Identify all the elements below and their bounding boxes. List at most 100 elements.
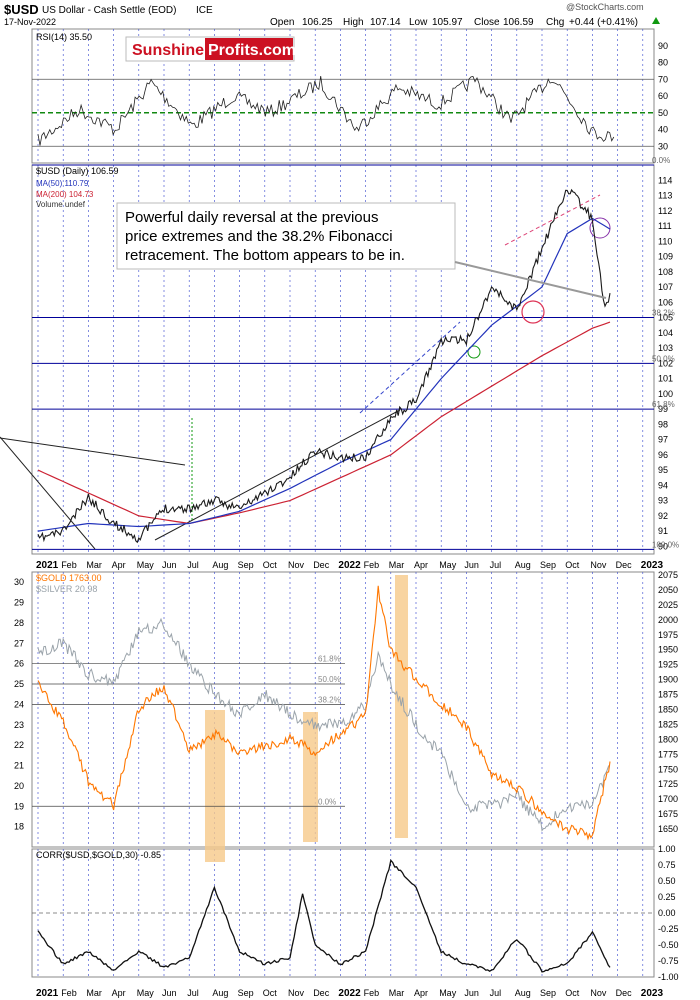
x-tick-label-lower: 2022: [338, 988, 361, 999]
logo-part1: Sunshine: [132, 42, 204, 59]
price-y-tick: 93: [658, 496, 668, 506]
x-tick-label-upper: Mar: [86, 560, 102, 570]
silver-y-tick: 22: [14, 740, 24, 750]
x-tick-label-upper: 2022: [338, 560, 361, 571]
open-label: Open: [270, 17, 294, 28]
rsi-y-tick: 70: [658, 74, 668, 84]
price-y-tick: 94: [658, 480, 668, 490]
x-tick-label-lower: Aug: [515, 988, 531, 998]
rsi-y-tick: 60: [658, 91, 668, 101]
corr-y-tick: 0.25: [658, 892, 676, 902]
price-y-tick: 98: [658, 419, 668, 429]
annotation-line-3: retracement. The bottom appears to be in…: [125, 247, 405, 264]
x-axis-labels: 20212021FebFebMarMarAprAprMayMayJunJunJu…: [36, 560, 663, 999]
x-tick-label-lower: Oct: [263, 988, 278, 998]
silver-line: [37, 617, 611, 832]
gold-y-tick: 2075: [658, 570, 678, 580]
corr-legend: CORR($USD,$GOLD,30) -0.85: [36, 850, 161, 860]
trendline: [0, 437, 186, 466]
gold-silver-layer: 61.8% 50.0% 38.2% 0.0% 30 29 28 27 26 25 24 23 22 21 2…: [14, 570, 678, 862]
price-y-tick: 111: [658, 221, 672, 231]
x-tick-label-lower: Dec: [313, 988, 330, 998]
price-y-tick: 112: [658, 206, 672, 216]
highlight-band: [303, 712, 318, 842]
rsi-layer: 90 80 70 60 50 40 30: [32, 41, 668, 151]
x-tick-label-lower: Apr: [414, 988, 428, 998]
price-y-tick: 109: [658, 252, 673, 262]
price-y-tick: 96: [658, 450, 668, 460]
gold-y-tick: 1800: [658, 734, 678, 744]
gold-y-tick: 2025: [658, 600, 678, 610]
gold-y-tick: 1725: [658, 779, 678, 789]
x-tick-label-lower: Jul: [187, 988, 199, 998]
x-tick-label-lower: Feb: [364, 988, 380, 998]
x-tick-label-upper: Jun: [162, 560, 177, 570]
x-tick-label-lower: May: [439, 988, 457, 998]
up-arrow-icon: [652, 17, 660, 24]
x-tick-label-upper: Sep: [238, 560, 254, 570]
annotation-line-2: price extremes and the 38.2% Fibonacci: [125, 228, 393, 245]
rsi-y-tick: 90: [658, 41, 668, 51]
corr-y-tick: 0.00: [658, 908, 676, 918]
usd-legend: $USD (Daily) 106.59: [36, 166, 119, 176]
x-tick-label-lower: Oct: [565, 988, 580, 998]
x-tick-label-upper: May: [439, 560, 457, 570]
x-tick-label-lower: Mar: [86, 988, 102, 998]
volume-legend: Volume undef: [36, 200, 86, 209]
x-tick-label-upper: Mar: [389, 560, 405, 570]
price-y-tick: 99: [658, 404, 668, 414]
price-y-tick: 114: [658, 175, 672, 185]
gold-y-tick: 1975: [658, 630, 678, 640]
x-tick-label-upper: Jul: [490, 560, 502, 570]
price-y-tick: 100: [658, 389, 673, 399]
price-layer: 114 113 112 111 110 109 108 107 106 105 104 103 102 1…: [0, 156, 679, 551]
close-label: Close: [474, 17, 500, 28]
x-tick-label-lower: Sep: [540, 988, 556, 998]
silver-y-tick: 19: [14, 801, 24, 811]
annotation-line-1: Powerful daily reversal at the previous: [125, 209, 378, 226]
highlight-circle: [589, 217, 611, 239]
gold-y-tick: 2050: [658, 585, 678, 595]
x-tick-label-upper: Oct: [565, 560, 580, 570]
highlight-circle: [521, 300, 545, 324]
price-y-tick: 95: [658, 465, 668, 475]
gold-y-tick: 1775: [658, 749, 678, 759]
x-tick-label-lower: Jul: [490, 988, 502, 998]
x-tick-label-lower: Mar: [389, 988, 405, 998]
gold-y-tick: 1950: [658, 645, 678, 655]
price-y-tick: 102: [658, 358, 673, 368]
gold-silver-panel: [31, 571, 655, 848]
gold-y-tick: 1900: [658, 675, 678, 685]
silver-y-tick: 25: [14, 679, 24, 689]
x-tick-label-lower: Apr: [112, 988, 126, 998]
fib-level-label: 0.0%: [652, 156, 670, 165]
x-tick-label-lower: Nov: [288, 988, 305, 998]
rsi-y-tick: 40: [658, 125, 668, 135]
rsi-legend: RSI(14) 35.50: [36, 32, 92, 42]
fib-level-label: 61.8%: [652, 400, 675, 409]
x-tick-label-upper: Nov: [590, 560, 607, 570]
price-y-tick: 113: [658, 191, 672, 201]
annotation-box: Powerful daily reversal at the previous …: [116, 202, 607, 299]
corr-y-tick: -0.50: [658, 940, 679, 950]
price-y-tick: 97: [658, 435, 668, 445]
price-y-tick: 92: [658, 511, 668, 521]
ma50-legend: MA(50) 110.79: [36, 179, 89, 188]
x-tick-label-lower: 2023: [641, 988, 664, 999]
x-tick-label-upper: Aug: [515, 560, 531, 570]
silver-y-tick: 20: [14, 781, 24, 791]
silver-y-tick: 24: [14, 699, 24, 709]
gold-y-tick: 1650: [658, 824, 678, 834]
x-tick-label-lower: Aug: [212, 988, 228, 998]
x-tick-label-upper: 2023: [641, 560, 664, 571]
gold-y-tick: 1700: [658, 794, 678, 804]
channel-line: [504, 194, 601, 246]
high-value: 107.14: [370, 17, 401, 28]
x-tick-label-lower: Nov: [590, 988, 607, 998]
price-y-tick: 106: [658, 297, 673, 307]
x-tick-label-upper: Jun: [464, 560, 479, 570]
stockcharts-watermark: @StockCharts.com: [566, 2, 644, 12]
price-y-tick: 108: [658, 267, 673, 277]
corr-y-tick: 0.50: [658, 876, 676, 886]
price-y-tick: 101: [658, 374, 673, 384]
